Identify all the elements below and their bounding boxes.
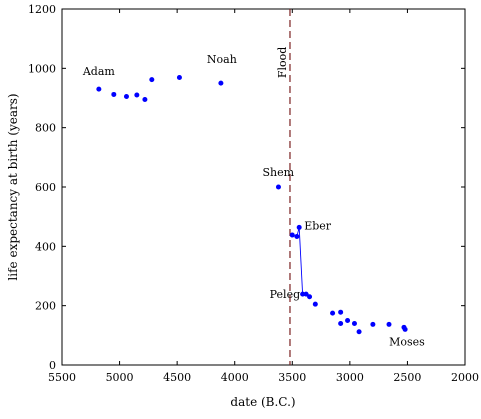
data-point [111,91,117,97]
annotation-peleg: Peleg [270,288,301,301]
y-tick-label: 600 [35,181,56,194]
data-point [296,224,302,230]
data-point [370,321,376,327]
data-point [176,75,182,81]
data-point [338,309,344,315]
y-tick-label: 400 [35,240,56,253]
x-tick-label: 2500 [393,371,421,384]
flood-marker: Flood [276,9,291,365]
data-point [351,320,357,326]
data-point [96,86,102,92]
y-axis-ticks: 0 200 400 600 800 1000 1200 [28,3,465,372]
x-tick-label: 3000 [336,371,364,384]
y-tick-label: 0 [49,359,56,372]
x-tick-label: 4500 [163,371,191,384]
x-axis-label: date (B.C.) [230,395,295,409]
data-point [356,329,362,335]
data-point [275,184,281,190]
x-tick-label: 5500 [48,371,76,384]
data-point [345,318,351,323]
annotation-moses: Moses [389,335,425,348]
point-annotations: Adam Noah Shem Eber Peleg Moses [82,53,425,348]
y-tick-label: 800 [35,122,56,135]
annotation-noah: Noah [207,53,237,66]
data-point [218,80,224,86]
x-axis-ticks: 5500 5000 4500 4000 3500 3000 2500 2000 [48,9,479,384]
data-point [134,92,140,98]
data-point [123,94,129,100]
data-point [294,234,300,240]
y-tick-label: 1200 [28,3,56,16]
data-point [289,232,295,238]
y-tick-label: 200 [35,300,56,313]
x-tick-label: 4000 [221,371,249,384]
annotation-shem: Shem [262,166,294,179]
y-tick-label: 1000 [28,62,56,75]
y-axis-label: life expectancy at birth (years) [6,93,20,280]
data-point [142,96,148,102]
x-tick-label: 5000 [106,371,134,384]
annotation-eber: Eber [304,219,332,232]
data-point [402,326,408,332]
data-point [330,310,336,316]
annotation-adam: Adam [82,65,116,78]
data-point [338,320,344,326]
data-point [300,291,306,297]
data-point [303,291,309,297]
data-point [312,301,318,307]
data-point [307,294,313,300]
data-point [386,321,392,327]
flood-label: Flood [276,47,289,78]
data-point [149,77,155,83]
x-tick-label: 3500 [278,371,306,384]
plot-frame [61,8,466,366]
x-tick-label: 2000 [451,371,479,384]
data-points [96,75,408,335]
